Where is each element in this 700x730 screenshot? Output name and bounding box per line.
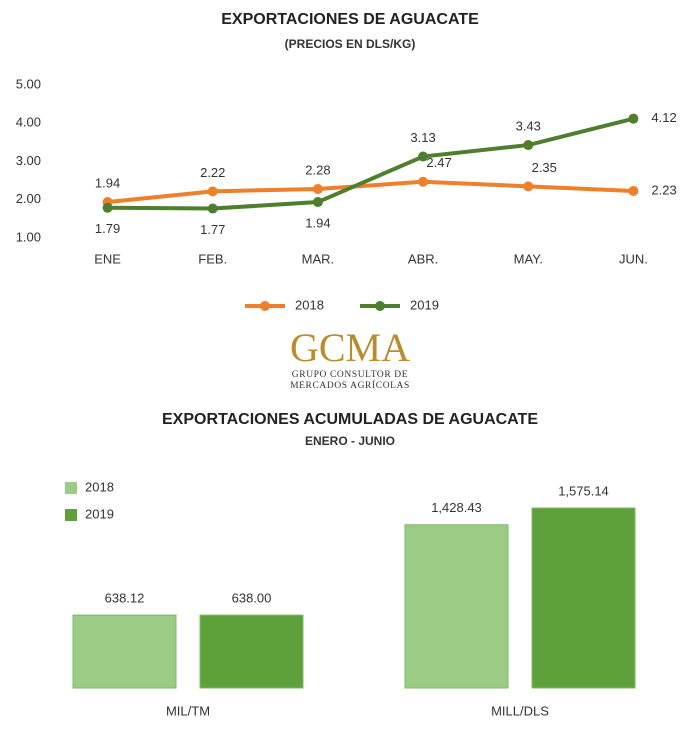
legend-label: 2019: [85, 506, 114, 521]
point: [312, 197, 323, 208]
data-label: 4.12: [651, 110, 676, 125]
chart-subtitle: ENERO - JUNIO: [305, 434, 395, 448]
bar: [531, 507, 636, 689]
point: [207, 186, 218, 197]
data-label: 638.12: [105, 591, 145, 606]
point: [312, 184, 323, 195]
series-line: [107, 179, 634, 205]
series-line: [107, 116, 634, 211]
chart-subtitle: (PRECIOS EN DLS/KG): [285, 37, 416, 51]
x-tick-label: MAY.: [514, 251, 543, 266]
x-tick-label: JUN.: [619, 251, 648, 266]
chart-title: EXPORTACIONES ACUMULADAS DE AGUACATE: [162, 411, 538, 428]
chart-title: EXPORTACIONES DE AGUACATE: [221, 11, 479, 28]
y-tick-label: 3.00: [16, 153, 41, 168]
logo-line: GRUPO CONSULTOR DE: [292, 370, 408, 380]
x-tick-label: MAR.: [302, 251, 335, 266]
y-tick-label: 1.00: [16, 229, 41, 244]
data-label: 2.47: [426, 155, 451, 170]
data-label: 638.00: [232, 591, 272, 606]
x-tick-label: MIL/TM: [166, 703, 210, 718]
data-label: 1,575.14: [558, 483, 609, 498]
bar: [404, 524, 509, 689]
x-tick-label: MILL/DLS: [491, 703, 549, 718]
legend-marker: [375, 301, 385, 311]
point: [102, 202, 113, 213]
bar: [199, 614, 304, 689]
data-label: 3.13: [410, 130, 435, 145]
legend-swatch: [65, 482, 77, 494]
y-tick-label: 5.00: [16, 76, 41, 91]
logo-line: MERCADOS AGRÍCOLAS: [290, 379, 410, 391]
data-label: 1.94: [95, 175, 120, 190]
x-tick-label: ABR.: [408, 251, 438, 266]
point: [523, 140, 534, 151]
bar: [72, 614, 177, 689]
data-label: 1.77: [200, 222, 225, 237]
data-label: 2.28: [305, 162, 330, 177]
point: [207, 203, 218, 214]
data-label: 1,428.43: [431, 500, 482, 515]
legend-label: 2019: [410, 297, 439, 312]
point: [418, 151, 429, 162]
point: [628, 113, 639, 124]
legend-marker: [260, 301, 270, 311]
logo-text: GCMA: [290, 325, 410, 370]
point: [418, 176, 429, 187]
point: [628, 185, 639, 196]
y-tick-label: 4.00: [16, 115, 41, 130]
legend-label: 2018: [295, 297, 324, 312]
data-label: 3.43: [516, 118, 541, 133]
data-label: 1.79: [95, 221, 120, 236]
data-label: 2.22: [200, 165, 225, 180]
x-tick-label: FEB.: [198, 251, 227, 266]
legend-swatch: [65, 509, 77, 521]
data-label: 1.94: [305, 215, 330, 230]
legend-label: 2018: [85, 479, 114, 494]
x-tick-label: ENE: [94, 251, 121, 266]
y-tick-label: 2.00: [16, 191, 41, 206]
data-label: 2.35: [532, 160, 557, 175]
data-label: 2.23: [651, 182, 676, 197]
point: [523, 181, 534, 192]
